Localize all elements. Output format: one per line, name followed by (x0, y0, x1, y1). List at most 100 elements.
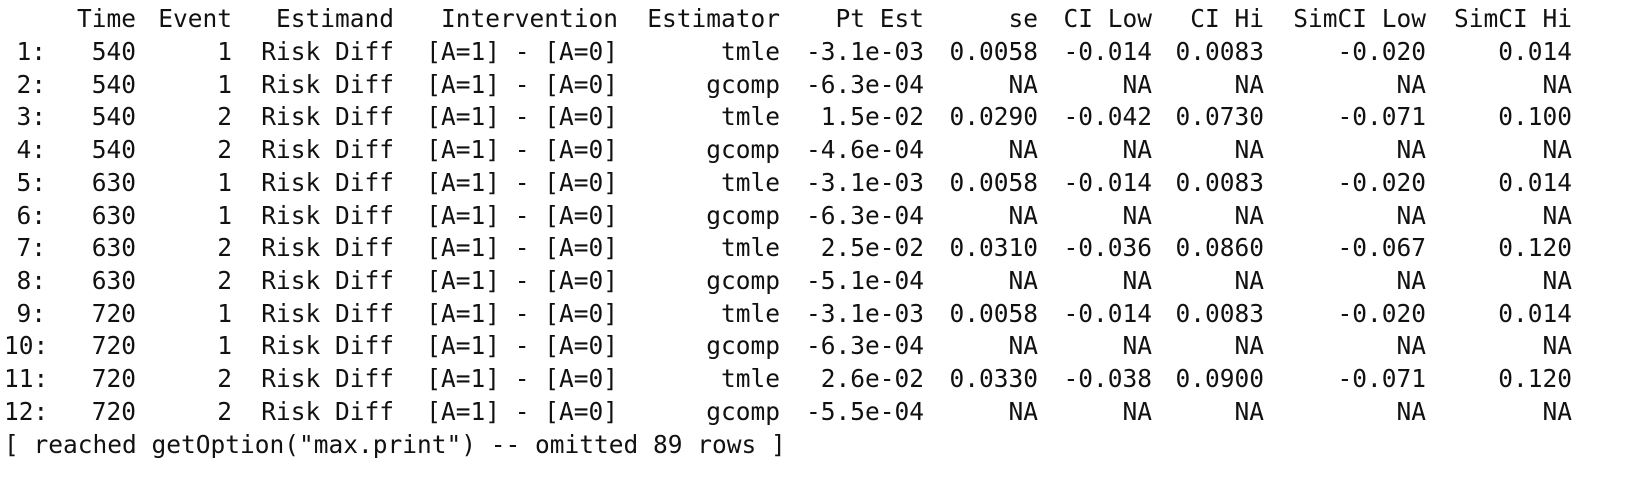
cell-ci-low: -0.038 (1063, 364, 1152, 393)
cell-time: 540 (91, 37, 136, 66)
cell-se: NA (1008, 200, 1038, 230)
cell-intervention: [A=1] - [A=0] (426, 364, 618, 393)
cell-ci-low: -0.014 (1063, 167, 1152, 197)
cell-simci-low: -0.071 (1337, 102, 1426, 132)
cell-intervention: [A=1] - [A=0] (426, 233, 618, 263)
cell-se: NA (1008, 69, 1038, 99)
cell-estimand: Risk Diff (261, 102, 394, 132)
header-simci-low: SimCI Low (1293, 4, 1426, 33)
cell-simci-hi: NA (1542, 200, 1572, 230)
cell-ci-hi: NA (1234, 265, 1264, 295)
table-header: Time Event Estimand Intervention Estimat… (4, 2, 1572, 36)
row-index: 3: (16, 102, 46, 132)
cell-simci-hi: NA (1542, 396, 1572, 426)
header-event: Event (158, 4, 232, 33)
cell-pt-est: -6.3e-04 (805, 331, 924, 361)
row-index: 1: (16, 37, 46, 66)
cell-ci-low: NA (1122, 396, 1152, 426)
cell-estimand: Risk Diff (261, 233, 394, 263)
cell-pt-est: -6.3e-04 (805, 69, 924, 99)
cell-estimator: tmle (720, 167, 780, 197)
cell-estimand: Risk Diff (261, 331, 394, 361)
cell-estimator: tmle (720, 233, 780, 263)
cell-ci-low: NA (1122, 331, 1152, 361)
cell-simci-hi: NA (1542, 265, 1572, 295)
cell-ci-hi: 0.0900 (1175, 364, 1264, 393)
cell-simci-hi: 0.014 (1498, 298, 1572, 328)
cell-estimand: Risk Diff (261, 364, 394, 393)
cell-event: 2 (217, 135, 232, 165)
cell-ci-hi: 0.0730 (1175, 102, 1264, 132)
cell-estimand: Risk Diff (261, 167, 394, 197)
cell-se: 0.0330 (949, 364, 1038, 393)
cell-estimator: gcomp (706, 69, 780, 99)
cell-pt-est: 2.5e-02 (820, 233, 924, 263)
cell-estimator: gcomp (706, 265, 780, 295)
cell-ci-hi: NA (1234, 396, 1264, 426)
cell-time: 720 (91, 298, 136, 328)
cell-pt-est: -6.3e-04 (805, 200, 924, 230)
cell-ci-hi: NA (1234, 331, 1264, 361)
cell-time: 720 (91, 331, 136, 361)
cell-intervention: [A=1] - [A=0] (426, 37, 618, 66)
row-index: 12: (4, 396, 49, 426)
cell-simci-hi: 0.014 (1498, 37, 1572, 66)
cell-pt-est: 1.5e-02 (820, 102, 924, 132)
cell-simci-hi: 0.120 (1498, 364, 1572, 393)
cell-simci-hi: 0.120 (1498, 233, 1572, 263)
cell-time: 630 (91, 265, 136, 295)
cell-estimand: Risk Diff (261, 200, 394, 230)
cell-se: NA (1008, 135, 1038, 165)
cell-pt-est: -5.5e-04 (805, 396, 924, 426)
row-index: 10: (4, 331, 49, 361)
cell-simci-low: NA (1396, 69, 1426, 99)
cell-simci-low: -0.020 (1337, 167, 1426, 197)
row-index: 8: (16, 265, 46, 295)
cell-estimator: gcomp (706, 331, 780, 361)
cell-ci-hi: NA (1234, 69, 1264, 99)
cell-estimand: Risk Diff (261, 396, 394, 426)
cell-intervention: [A=1] - [A=0] (426, 200, 618, 230)
cell-ci-low: NA (1122, 135, 1152, 165)
header-simci-hi: SimCI Hi (1453, 4, 1572, 33)
cell-se: 0.0058 (949, 37, 1038, 66)
row-index: 5: (16, 167, 46, 197)
cell-event: 1 (217, 167, 232, 197)
cell-event: 2 (217, 265, 232, 295)
cell-event: 2 (217, 233, 232, 263)
cell-estimator: tmle (720, 364, 780, 393)
cell-simci-hi: NA (1542, 331, 1572, 361)
row-index: 11: (4, 364, 49, 393)
row-index: 2: (16, 69, 46, 99)
cell-pt-est: -3.1e-03 (805, 167, 924, 197)
cell-simci-hi: 0.014 (1498, 167, 1572, 197)
cell-estimand: Risk Diff (261, 37, 394, 66)
cell-pt-est: -3.1e-03 (805, 298, 924, 328)
cell-ci-low: NA (1122, 200, 1152, 230)
cell-intervention: [A=1] - [A=0] (426, 167, 618, 197)
cell-time: 630 (91, 167, 136, 197)
cell-intervention: [A=1] - [A=0] (426, 298, 618, 328)
header-se: se (1008, 4, 1038, 33)
cell-time: 540 (91, 102, 136, 132)
cell-intervention: [A=1] - [A=0] (426, 102, 618, 132)
cell-simci-low: -0.020 (1337, 298, 1426, 328)
cell-se: 0.0310 (949, 233, 1038, 263)
cell-ci-hi: 0.0083 (1175, 298, 1264, 328)
cell-intervention: [A=1] - [A=0] (426, 265, 618, 295)
cell-estimand: Risk Diff (261, 135, 394, 165)
cell-event: 1 (217, 298, 232, 328)
cell-simci-low: -0.067 (1337, 233, 1426, 263)
header-intervention: Intervention (440, 4, 618, 33)
cell-intervention: [A=1] - [A=0] (426, 331, 618, 361)
cell-se: NA (1008, 265, 1038, 295)
cell-ci-low: -0.014 (1063, 37, 1152, 66)
cell-ci-low: -0.036 (1063, 233, 1152, 263)
cell-se: 0.0290 (949, 102, 1038, 132)
cell-se: NA (1008, 396, 1038, 426)
cell-ci-hi: 0.0083 (1175, 167, 1264, 197)
cell-simci-hi: NA (1542, 69, 1572, 99)
cell-time: 540 (91, 69, 136, 99)
cell-estimator: gcomp (706, 200, 780, 230)
